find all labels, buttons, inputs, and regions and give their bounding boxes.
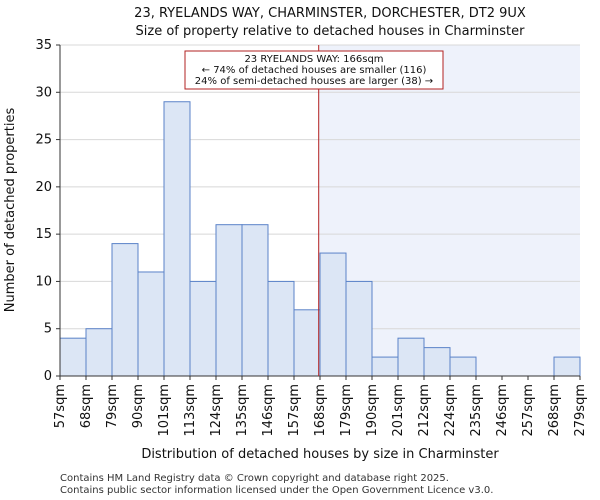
x-tick-label: 257sqm <box>521 384 536 437</box>
bar <box>59 337 87 377</box>
x-tick-label: 101sqm <box>157 384 172 437</box>
footer-copyright: Contains HM Land Registry data © Crown c… <box>60 473 449 484</box>
x-tick-label: 246sqm <box>495 384 510 437</box>
x-tick-label: 135sqm <box>235 384 250 437</box>
x-tick-label: 90sqm <box>131 384 146 428</box>
bar <box>397 337 425 377</box>
bar <box>345 280 373 377</box>
x-tick-label: 201sqm <box>391 384 406 437</box>
x-tick-label: 179sqm <box>339 384 354 437</box>
bar <box>163 101 191 377</box>
y-tick-label: 35 <box>35 38 52 53</box>
x-tick-label: 190sqm <box>365 384 380 437</box>
annotation-line-larger: 24% of semi-detached houses are larger (… <box>195 76 433 87</box>
bar <box>423 347 451 377</box>
x-tick-label: 235sqm <box>469 384 484 437</box>
bars <box>59 101 581 377</box>
bar <box>293 309 321 377</box>
y-tick-label: 0 <box>44 369 52 384</box>
annotation-line-address: 23 RYELANDS WAY: 166sqm <box>244 54 383 65</box>
y-tick-label: 30 <box>35 85 52 100</box>
annotation-line-smaller: ← 74% of detached houses are smaller (11… <box>202 65 427 76</box>
bar <box>267 280 295 377</box>
x-axis-label: Distribution of detached houses by size … <box>141 447 499 462</box>
x-tick-label: 268sqm <box>547 384 562 437</box>
bar <box>449 356 477 377</box>
bar <box>111 243 139 377</box>
annotation-frame <box>184 50 444 90</box>
x-tick-label: 279sqm <box>573 384 588 437</box>
bar <box>85 328 113 377</box>
y-tick-labels: 0 5 10 15 20 25 30 35 <box>35 38 60 384</box>
x-tick-label: 146sqm <box>261 384 276 437</box>
x-tick-label: 157sqm <box>287 384 302 437</box>
x-tick-label: 68sqm <box>79 384 94 428</box>
x-tick-label: 224sqm <box>443 384 458 437</box>
x-tick-label: 124sqm <box>209 384 224 437</box>
x-tick-label: 168sqm <box>313 384 328 437</box>
annotation-box: 23 RYELANDS WAY: 166sqm ← 74% of detache… <box>184 50 444 90</box>
bar <box>137 271 165 377</box>
chart-subtitle: Size of property relative to detached ho… <box>136 24 526 39</box>
bar <box>241 224 269 377</box>
x-tick-label: 212sqm <box>417 384 432 437</box>
bar <box>319 252 347 377</box>
y-tick-label: 20 <box>35 180 52 195</box>
x-tick-label: 113sqm <box>183 384 198 437</box>
chart-title: 23, RYELANDS WAY, CHARMINSTER, DORCHESTE… <box>134 6 526 21</box>
x-tick-label: 79sqm <box>105 384 120 428</box>
bar <box>553 356 581 377</box>
y-tick-label: 5 <box>44 322 52 337</box>
y-axis-label: Number of detached properties <box>3 108 18 313</box>
bar <box>215 224 243 377</box>
y-tick-label: 10 <box>35 274 52 289</box>
bar <box>189 280 217 377</box>
x-tick-labels: 57sqm 68sqm 79sqm 90sqm 101sqm 113sqm 124sqm 13… <box>53 376 588 437</box>
footer-licence: Contains public sector information licen… <box>60 485 494 496</box>
x-tick-label: 57sqm <box>53 384 68 428</box>
y-tick-label: 25 <box>35 133 52 148</box>
y-tick-label: 15 <box>35 227 52 242</box>
bar <box>371 356 399 377</box>
